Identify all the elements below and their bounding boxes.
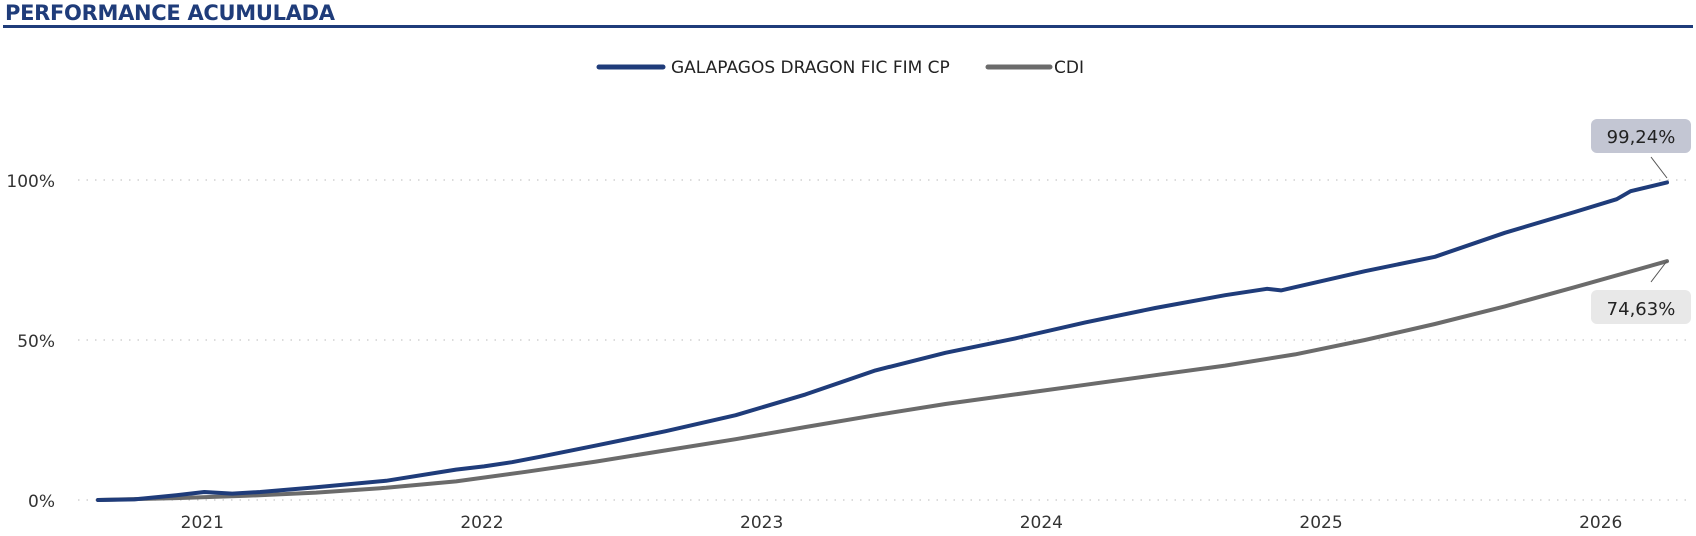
series-line-fund xyxy=(96,180,1669,502)
x-tick-label: 2024 xyxy=(1020,513,1063,533)
legend-item-fund[interactable]: GALAPAGOS DRAGON FIC FIM CP xyxy=(596,58,950,78)
legend: GALAPAGOS DRAGON FIC FIM CP CDI xyxy=(596,58,1084,78)
legend-label-cdi: CDI xyxy=(1054,58,1084,78)
x-tick-label: 2026 xyxy=(1579,513,1622,533)
legend-item-cdi[interactable]: CDI xyxy=(985,58,1084,78)
title-bar: PERFORMANCE ACUMULADA xyxy=(3,0,1693,28)
callout-cdi: 74,63% xyxy=(1591,260,1691,324)
series-line-cdi xyxy=(96,259,1669,502)
callout-fund-pointer xyxy=(1650,156,1668,179)
callout-fund-box xyxy=(1591,119,1691,153)
x-axis-ticks: 2021 2022 2023 2024 2025 2026 xyxy=(181,513,1623,533)
callout-fund-value: 99,24% xyxy=(1607,127,1676,148)
grid-lines xyxy=(78,179,1690,501)
callout-cdi-box xyxy=(1591,290,1691,324)
x-tick-label: 2025 xyxy=(1299,513,1342,533)
y-tick-label: 50% xyxy=(17,332,55,352)
series-lines xyxy=(96,180,1669,502)
legend-label-fund: GALAPAGOS DRAGON FIC FIM CP xyxy=(671,58,950,78)
x-tick-label: 2021 xyxy=(181,513,224,533)
x-tick-label: 2023 xyxy=(740,513,783,533)
callout-cdi-pointer xyxy=(1650,260,1668,283)
chart-title: PERFORMANCE ACUMULADA xyxy=(5,1,335,25)
y-axis-ticks: 0% 50% 100% xyxy=(6,172,55,512)
y-tick-label: 100% xyxy=(6,172,55,192)
x-tick-label: 2022 xyxy=(460,513,503,533)
callout-cdi-value: 74,63% xyxy=(1607,299,1676,320)
y-tick-label: 0% xyxy=(28,492,55,512)
callout-fund: 99,24% xyxy=(1591,119,1691,179)
